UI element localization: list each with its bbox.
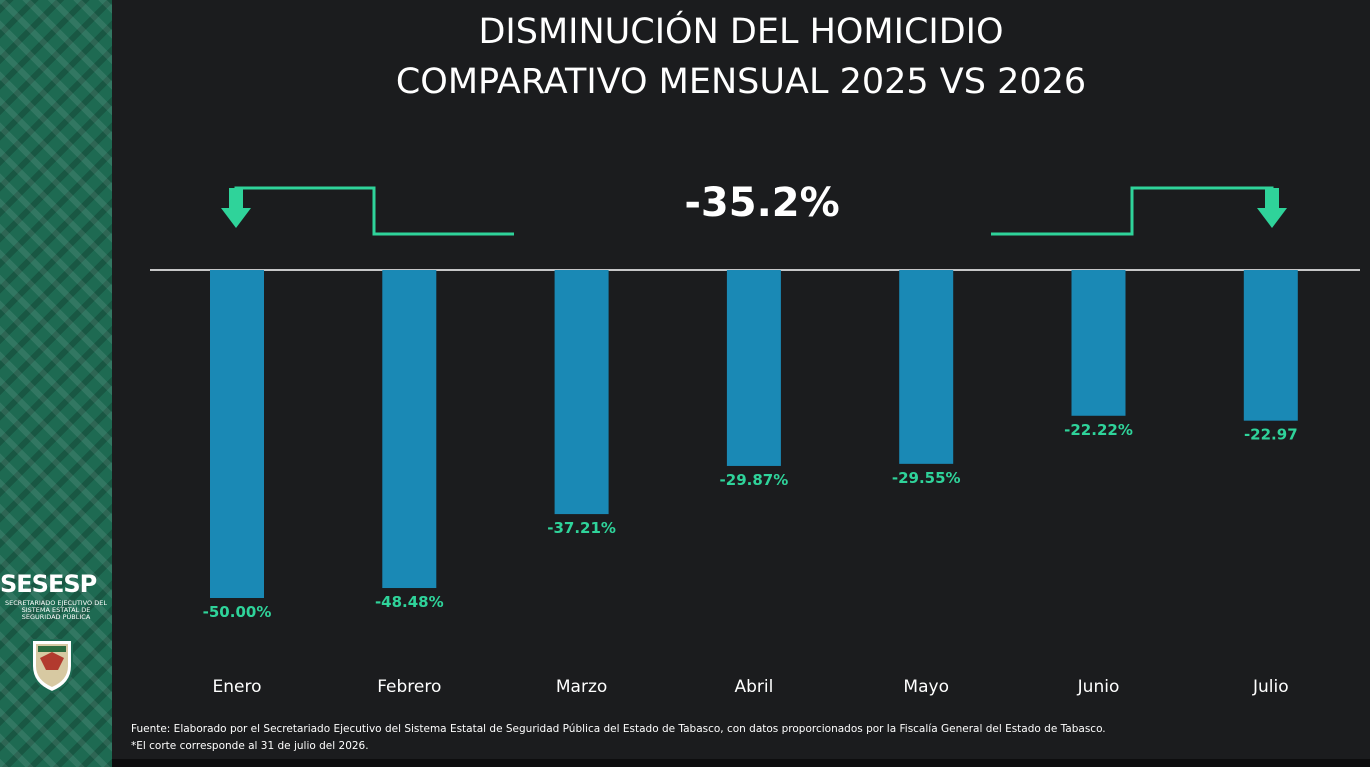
- bar-marzo: [554, 270, 609, 515]
- sesesp-logo: SESESP: [0, 570, 97, 598]
- sesesp-logo-subtitle: SECRETARIADO EJECUTIVO DEL SISTEMA ESTAT…: [5, 599, 107, 621]
- data-label-junio: -22.22%: [1064, 421, 1133, 439]
- x-tick-label-junio: Junio: [1077, 677, 1120, 697]
- data-label-enero: -50.00%: [203, 603, 272, 621]
- bar-abril: [726, 270, 781, 466]
- decorative-sidebar: SESESP SECRETARIADO EJECUTIVO DEL SISTEM…: [0, 0, 112, 767]
- bar-julio: [1243, 270, 1298, 421]
- chart-title-line-2: COMPARATIVO MENSUAL 2025 VS 2026: [395, 62, 1087, 102]
- source-footnote: Fuente: Elaborado por el Secretariado Ej…: [131, 723, 1106, 735]
- bottom-bar: [112, 759, 1370, 767]
- bar-junio: [1071, 270, 1126, 416]
- data-label-julio: -22.97: [1244, 426, 1298, 444]
- bar-mayo: [899, 270, 954, 464]
- x-tick-label-mayo: Mayo: [903, 677, 949, 697]
- x-tick-label-enero: Enero: [213, 677, 262, 697]
- bar-enero: [210, 270, 264, 598]
- data-label-mayo: -29.55%: [892, 469, 961, 487]
- chart-title-line-1: DISMINUCIÓN DEL HOMICIDIO: [478, 12, 1004, 52]
- data-label-abril: -29.87%: [720, 471, 789, 489]
- data-label-marzo: -37.21%: [547, 519, 616, 537]
- bar-febrero: [382, 270, 437, 589]
- x-tick-label-julio: Julio: [1252, 677, 1289, 697]
- right-bracket-arrow-icon: [991, 186, 1287, 236]
- x-tick-label-abril: Abril: [734, 677, 773, 697]
- overall-change-value: -35.2%: [684, 180, 840, 226]
- left-bracket-arrow-icon: [221, 186, 514, 236]
- cutoff-footnote: *El corte corresponde al 31 de julio del…: [131, 740, 369, 752]
- shield-emblem-icon: [31, 639, 73, 694]
- x-tick-label-marzo: Marzo: [556, 677, 607, 697]
- data-label-febrero: -48.48%: [375, 593, 444, 611]
- x-tick-label-febrero: Febrero: [377, 677, 441, 697]
